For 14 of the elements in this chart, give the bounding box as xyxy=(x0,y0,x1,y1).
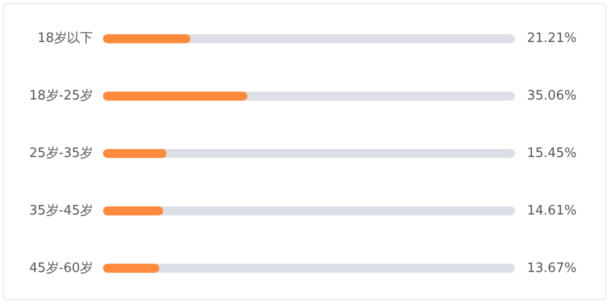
y-tick-label: 18岁-25岁 xyxy=(29,88,93,104)
y-tick-label: 45岁-60岁 xyxy=(29,260,93,276)
bar xyxy=(103,264,160,273)
y-tick-label: 35岁-45岁 xyxy=(29,203,93,218)
y-tick-label: 18岁以下 xyxy=(37,31,93,46)
bar xyxy=(103,149,167,158)
y-tick-label: 25岁-35岁 xyxy=(29,146,93,161)
data-label: 13.67% xyxy=(527,260,577,276)
data-label: 35.06% xyxy=(527,88,577,104)
data-label: 15.45% xyxy=(527,146,577,161)
data-label: 21.21% xyxy=(527,31,577,46)
data-label: 14.61% xyxy=(527,203,577,218)
bar xyxy=(103,206,164,216)
bar xyxy=(103,34,190,44)
